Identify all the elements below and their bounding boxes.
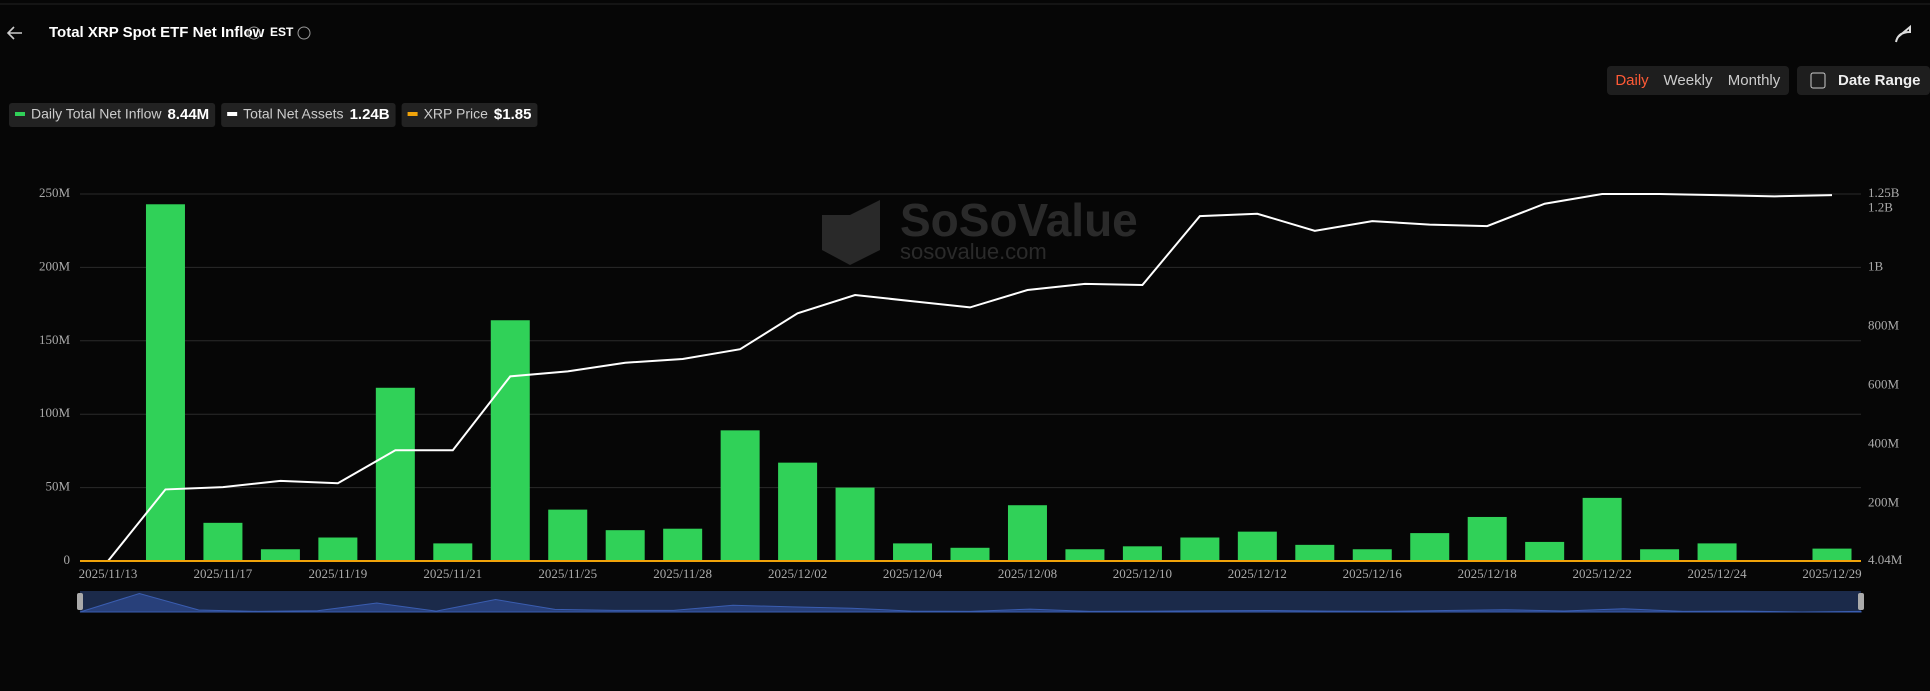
info-icon[interactable] bbox=[297, 26, 311, 40]
net-assets-line bbox=[107, 193, 1833, 562]
period-button[interactable]: Daily bbox=[1615, 72, 1649, 89]
navigator-handle[interactable] bbox=[77, 593, 83, 610]
bar bbox=[1640, 549, 1680, 561]
y-tick-label: 150M bbox=[39, 332, 71, 347]
chip-bg bbox=[9, 103, 216, 127]
chip-bg bbox=[221, 103, 396, 127]
y-tick-label: 50M bbox=[45, 479, 70, 494]
legend-swatch bbox=[407, 112, 418, 116]
legend-chip: Total Net Assets 1.24B bbox=[221, 103, 396, 127]
date-range-label: Date Range bbox=[1838, 72, 1921, 89]
y2-tick-label: 1B bbox=[1868, 259, 1884, 274]
bar bbox=[663, 528, 703, 561]
watermark: SoSoValue sosovalue.com bbox=[822, 194, 1138, 265]
legend-name: Daily Total Net Inflow bbox=[31, 106, 162, 122]
y2-tick-label: 400M bbox=[1868, 435, 1900, 450]
x-tick-label: 2025/12/24 bbox=[1687, 566, 1747, 581]
bar bbox=[1812, 548, 1852, 561]
x-tick-label: 2025/12/22 bbox=[1573, 566, 1632, 581]
navigator-area bbox=[79, 593, 1862, 613]
x-tick-label: 2025/11/25 bbox=[538, 566, 597, 581]
bar bbox=[490, 320, 530, 561]
x-tick-label: 2025/12/16 bbox=[1343, 566, 1403, 581]
x-tick-label: 2025/11/28 bbox=[653, 566, 712, 581]
bar bbox=[1122, 546, 1162, 561]
bar bbox=[605, 530, 645, 561]
bar bbox=[1410, 533, 1450, 561]
y2-tick-label: 1.2B bbox=[1868, 200, 1893, 215]
bar bbox=[433, 543, 473, 561]
bar bbox=[318, 537, 358, 561]
watermark-brand: SoSoValue bbox=[900, 194, 1138, 246]
watermark-logo bbox=[822, 200, 880, 265]
legend-name: Total Net Assets bbox=[243, 106, 343, 122]
y-tick-label: 200M bbox=[39, 258, 71, 273]
legend-swatch bbox=[15, 112, 25, 116]
calendar-icon bbox=[1810, 72, 1826, 89]
bar bbox=[145, 204, 185, 561]
page-title: Total XRP Spot ETF Net Inflow bbox=[49, 24, 265, 41]
bar bbox=[1295, 544, 1335, 561]
bar bbox=[1582, 497, 1622, 561]
x-tick-label: 2025/11/17 bbox=[194, 566, 253, 581]
legend-value: $1.85 bbox=[494, 106, 532, 123]
x-tick-label: 2025/12/18 bbox=[1458, 566, 1517, 581]
x-tick-label: 2025/12/12 bbox=[1228, 566, 1287, 581]
bar bbox=[1525, 541, 1565, 561]
bar bbox=[1007, 505, 1047, 561]
bar bbox=[778, 462, 818, 561]
x-tick-label: 2025/11/13 bbox=[79, 566, 138, 581]
bar bbox=[1237, 531, 1277, 561]
share-button[interactable] bbox=[1895, 24, 1911, 43]
x-tick-label: 2025/11/19 bbox=[308, 566, 367, 581]
bar bbox=[893, 543, 933, 561]
navigator-handle[interactable] bbox=[1858, 593, 1864, 610]
y-tick-label: 100M bbox=[39, 405, 71, 420]
y2-tick-label: 4.04M bbox=[1868, 552, 1903, 567]
bar bbox=[950, 547, 990, 561]
bar bbox=[1352, 549, 1392, 561]
x-tick-label: 2025/12/29 bbox=[1802, 566, 1861, 581]
x-tick-label: 2025/12/04 bbox=[883, 566, 943, 581]
timezone: EST bbox=[270, 25, 294, 39]
legend-chip: Daily Total Net Inflow 8.44M bbox=[9, 103, 216, 127]
y-tick-label: 250M bbox=[39, 185, 71, 200]
back-button[interactable] bbox=[6, 26, 22, 40]
x-tick-label: 2025/12/02 bbox=[768, 566, 827, 581]
y2-tick-label: 800M bbox=[1868, 318, 1900, 333]
y-tick-label: 0 bbox=[64, 552, 71, 567]
legend-swatch bbox=[227, 112, 238, 116]
info-icon[interactable] bbox=[247, 26, 261, 40]
bar bbox=[548, 509, 588, 561]
period-switch bbox=[1607, 66, 1789, 95]
y2-tick-label: 600M bbox=[1868, 376, 1900, 391]
period-button[interactable]: Monthly bbox=[1728, 72, 1781, 89]
x-tick-label: 2025/12/08 bbox=[998, 566, 1057, 581]
x-tick-label: 2025/12/10 bbox=[1113, 566, 1172, 581]
y2-tick-label: 200M bbox=[1868, 494, 1900, 509]
bar bbox=[1065, 549, 1105, 561]
bar bbox=[1180, 537, 1220, 561]
bar bbox=[1467, 516, 1507, 561]
legend-value: 1.24B bbox=[350, 106, 390, 123]
period-button[interactable]: Weekly bbox=[1664, 72, 1713, 89]
watermark-site: sosovalue.com bbox=[900, 239, 1047, 264]
legend-value: 8.44M bbox=[167, 106, 209, 123]
y2-tick-label: 1.25B bbox=[1868, 185, 1900, 200]
x-tick-label: 2025/11/21 bbox=[423, 566, 482, 581]
bar bbox=[835, 487, 875, 561]
bar bbox=[375, 387, 415, 561]
bar bbox=[720, 430, 760, 561]
date-range-button[interactable] bbox=[1797, 66, 1930, 95]
bar bbox=[203, 522, 243, 561]
chip-bg bbox=[401, 103, 538, 127]
legend-chip: XRP Price $1.85 bbox=[401, 103, 538, 127]
bar bbox=[1697, 543, 1737, 561]
bar bbox=[260, 549, 300, 561]
legend-name: XRP Price bbox=[424, 106, 489, 122]
